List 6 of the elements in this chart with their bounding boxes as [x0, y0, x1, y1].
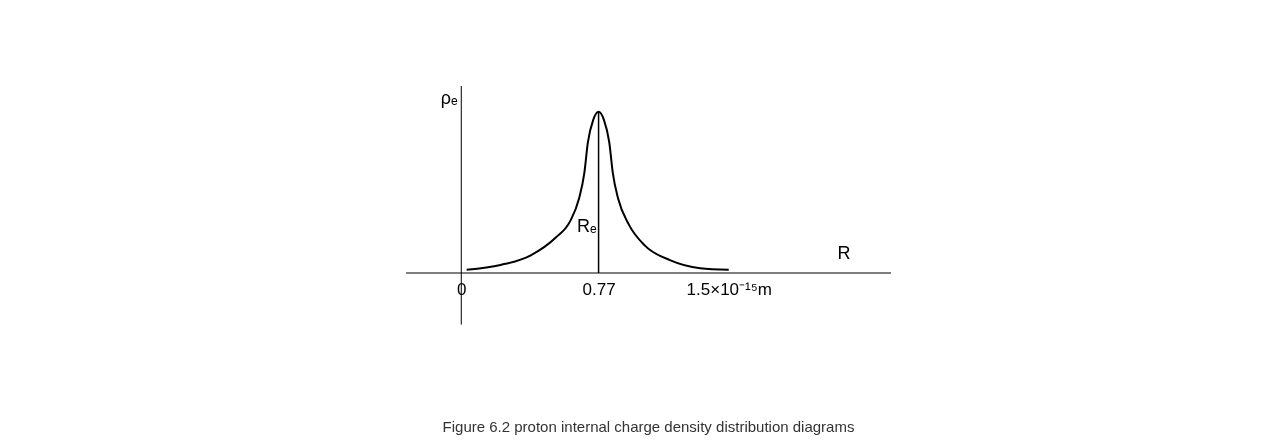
x-tick-label: 1.5×10⁻¹⁵m	[686, 279, 772, 299]
ref-line-label: Rₑ	[576, 216, 597, 236]
caption: Figure 6.2 proton internal charge density distribution diagrams	[442, 418, 855, 436]
x-tick-label: 0.77	[582, 279, 616, 299]
y-axis-title: ρₑ	[440, 87, 459, 108]
x-axis-title: R	[837, 243, 851, 264]
